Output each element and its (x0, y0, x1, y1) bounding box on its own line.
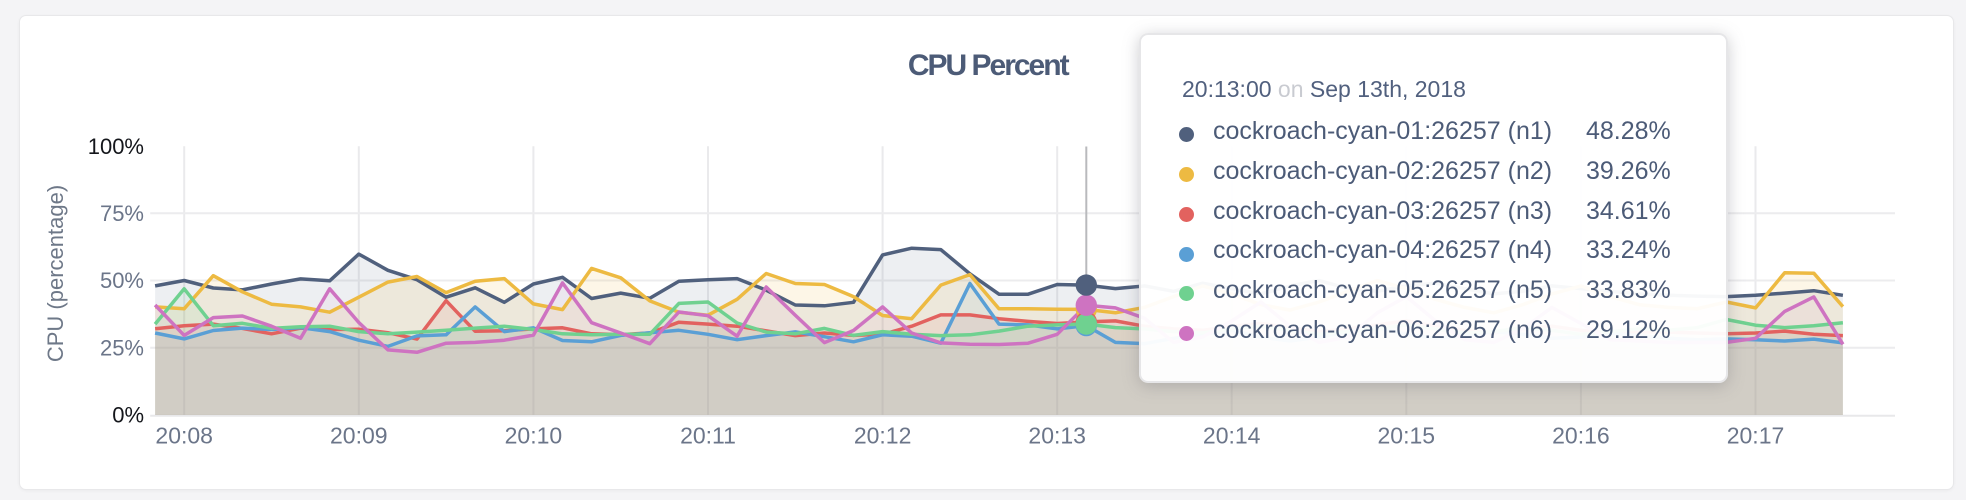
svg-text:20:14: 20:14 (1203, 423, 1261, 449)
svg-text:50%: 50% (100, 268, 144, 293)
svg-text:20:08: 20:08 (155, 423, 213, 449)
svg-text:20:09: 20:09 (330, 423, 388, 449)
svg-text:20:10: 20:10 (505, 423, 563, 449)
svg-text:75%: 75% (100, 201, 144, 226)
svg-text:CPU (percentage): CPU (percentage) (43, 185, 68, 362)
svg-text:20:12: 20:12 (854, 423, 912, 449)
svg-text:20:17: 20:17 (1727, 423, 1785, 449)
svg-text:0%: 0% (112, 403, 144, 428)
svg-text:20:13: 20:13 (1028, 423, 1086, 449)
svg-text:25%: 25% (100, 335, 144, 360)
svg-text:20:15: 20:15 (1378, 423, 1436, 449)
svg-text:20:11: 20:11 (680, 423, 736, 449)
svg-text:20:16: 20:16 (1552, 423, 1610, 449)
svg-text:100%: 100% (88, 134, 144, 159)
svg-text:CPU Percent: CPU Percent (908, 49, 1070, 82)
